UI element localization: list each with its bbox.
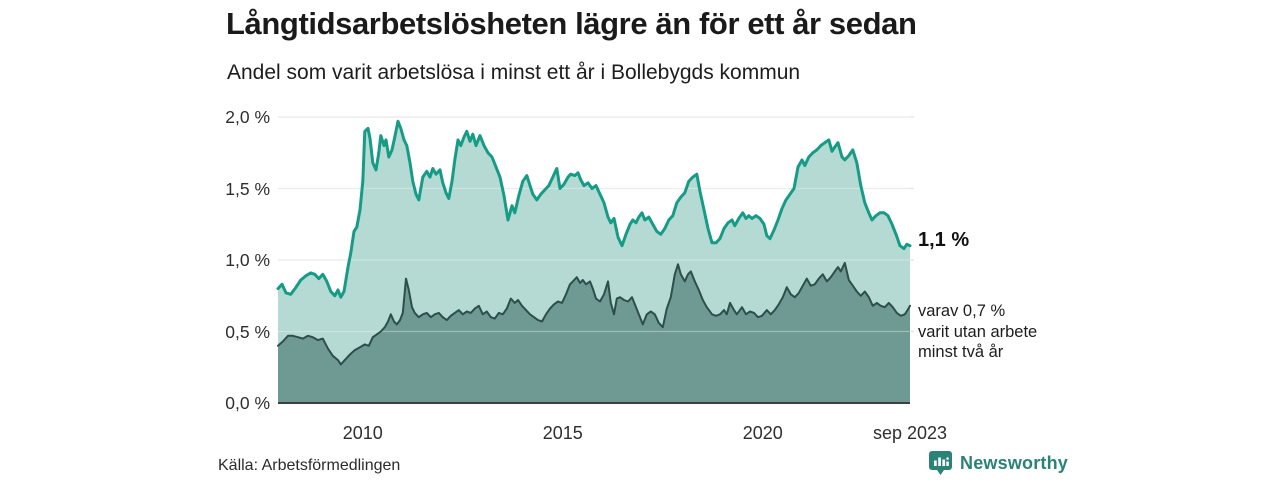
y-tick-label: 1,5 % (225, 178, 270, 199)
y-tick-label: 2,0 % (225, 107, 270, 127)
y-tick-label: 0,0 % (225, 393, 270, 413)
x-tick-label: sep 2023 (872, 423, 948, 443)
newsworthy-logo: Newsworthy (928, 449, 1068, 477)
x-tick-label: 2020 (742, 423, 783, 443)
newsworthy-icon (929, 451, 952, 475)
x-tick-label: 2015 (542, 423, 583, 443)
y-tick-label: 0,5 % (225, 321, 270, 342)
secondary-series-annotation: varav 0,7 % varit utan arbete minst två … (918, 302, 1038, 361)
x-tick-label: 2010 (342, 423, 383, 443)
line-series-2 (277, 261, 911, 366)
line-series-1 (276, 119, 912, 299)
source-label: Källa: Arbetsförmedlingen (218, 457, 401, 474)
area-series-2 (278, 262, 910, 403)
y-tick-label: 1,0 % (225, 250, 270, 270)
chart-title: Långtidsarbetslösheten lägre än för ett … (226, 6, 917, 41)
chart-subtitle: Andel som varit arbetslösa i minst ett å… (227, 61, 801, 84)
newsworthy-wordmark: Newsworthy (960, 452, 1069, 473)
latest-value-label: 1,1 % (918, 229, 970, 251)
